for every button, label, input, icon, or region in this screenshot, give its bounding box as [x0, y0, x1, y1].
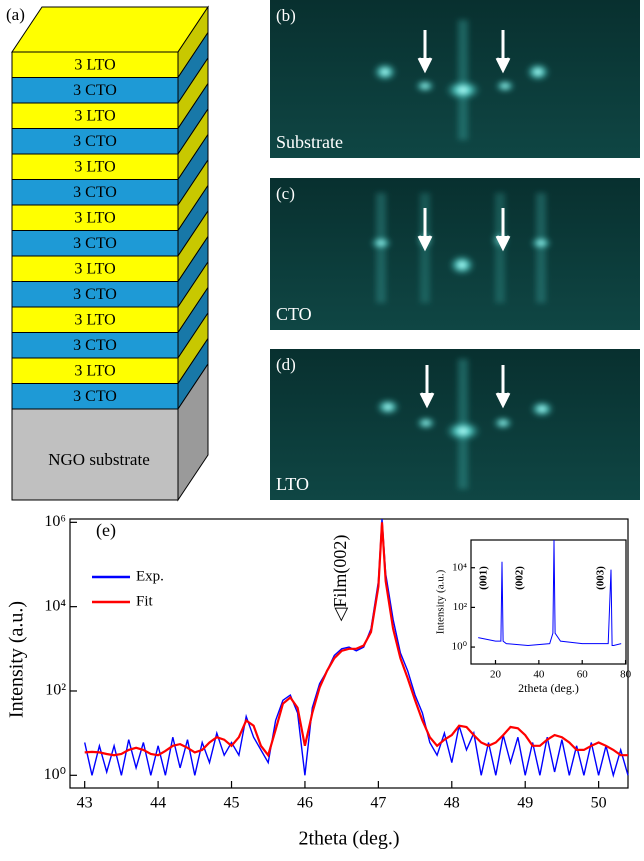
layer-label: 3 CTO: [73, 184, 117, 201]
y-tick-label: 10⁰: [452, 641, 468, 653]
panel-label: (d): [276, 355, 296, 374]
x-axis-label: 2theta (deg.): [518, 681, 579, 695]
y-tick-label: 10⁴: [452, 561, 467, 573]
layer-label: 3 CTO: [73, 235, 117, 252]
peak-label: (001): [478, 566, 490, 590]
annotation: ◁Film(002): [330, 535, 351, 622]
y-axis-label: Intensity (a.u.): [6, 601, 28, 718]
y-tick-label: 10⁶: [44, 513, 66, 530]
peak-label: (002): [514, 566, 526, 590]
x-tick-label: 43: [77, 795, 93, 812]
panel-label: (c): [276, 184, 295, 203]
rheed-image: [270, 178, 640, 330]
layer-label: 3 LTO: [74, 362, 115, 379]
x-axis-label: 2theta (deg.): [298, 828, 399, 850]
image-caption: Substrate: [276, 132, 343, 152]
x-tick-label: 47: [370, 795, 386, 812]
plot-frame: [471, 540, 626, 664]
x-tick-label: 48: [444, 795, 460, 812]
rheed-image: [270, 349, 640, 500]
xrd-chart: 43 44 45 46 47 48 49 50 10⁰ 10² 10⁴ 10⁶ 2theta (deg.…: [6, 513, 632, 850]
image-caption: CTO: [276, 304, 312, 324]
x-tick-label: 40: [533, 669, 545, 681]
layer-label: 3 LTO: [74, 107, 115, 124]
legend-label: Exp.: [136, 568, 164, 584]
x-tick-label: 49: [517, 795, 533, 812]
y-tick-label: 10²: [453, 601, 468, 613]
data-line: [478, 540, 621, 646]
layer-label: 3 LTO: [74, 158, 115, 175]
panel-label: (b): [276, 6, 296, 25]
x-tick-label: 20: [490, 669, 502, 681]
x-tick-label: 45: [224, 795, 240, 812]
y-tick-label: 10⁴: [44, 597, 66, 614]
layer-label: 3 LTO: [74, 209, 115, 226]
top-face: [12, 7, 208, 52]
x-tick-label: 60: [577, 669, 589, 681]
legend-label: Fit: [136, 593, 154, 609]
layer-label: 3 CTO: [73, 133, 117, 150]
figure: 3 LTO 3 CTO 3 LTO 3 CTO 3 LTO 3 CTO 3 LTO 3 CTO…: [0, 0, 644, 861]
y-tick-label: 10²: [45, 682, 66, 699]
layer-label: 3 CTO: [73, 286, 117, 303]
layer-label: 3 CTO: [73, 388, 117, 405]
panel-label: (e): [96, 520, 116, 541]
layer-label: 3 LTO: [74, 260, 115, 277]
data-line: [85, 519, 628, 775]
panel-label: (a): [6, 5, 25, 24]
layer-label: 3 CTO: [73, 337, 117, 354]
layer-stack: 3 LTO 3 CTO 3 LTO 3 CTO 3 LTO 3 CTO 3 LTO 3 CTO…: [12, 7, 208, 500]
x-tick-label: 50: [591, 795, 607, 812]
layer-label: 3 LTO: [74, 311, 115, 328]
substrate-label: NGO substrate: [48, 450, 150, 469]
x-tick-label: 46: [297, 795, 313, 812]
data-line: [85, 522, 628, 755]
x-tick-label: 44: [150, 795, 166, 812]
layer-label: 3 LTO: [74, 56, 115, 73]
y-tick-label: 10⁰: [44, 766, 66, 783]
image-caption: LTO: [276, 474, 309, 494]
y-axis-label: Intensity (a.u.): [435, 569, 447, 634]
x-tick-label: 80: [620, 669, 632, 681]
peak-label: (003): [595, 566, 607, 590]
layer-label: 3 CTO: [73, 82, 117, 99]
